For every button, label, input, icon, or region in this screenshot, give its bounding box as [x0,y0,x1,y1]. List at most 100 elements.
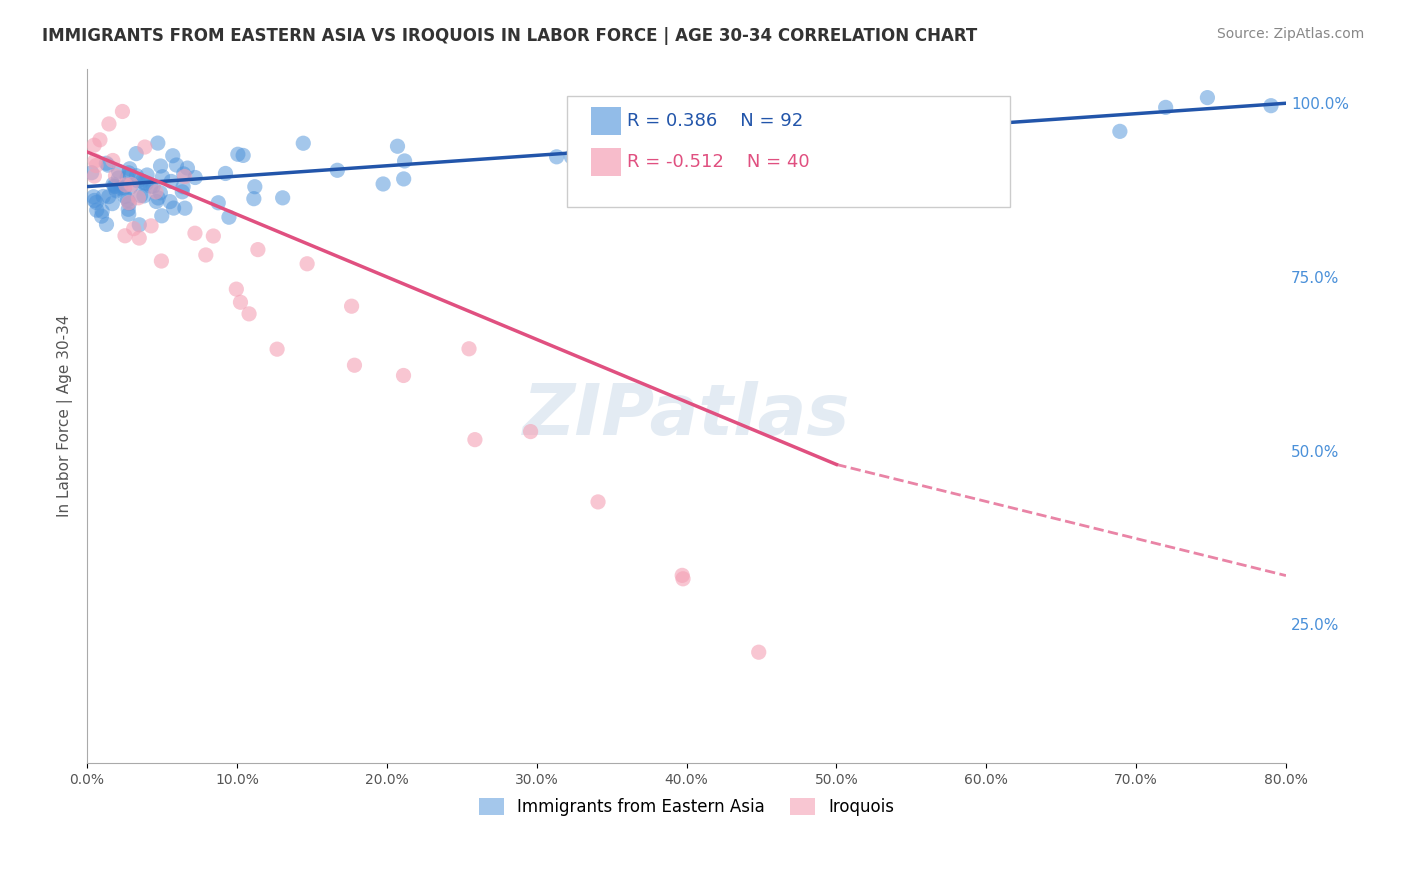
blue [243,192,266,206]
pink [122,221,145,235]
blue [132,189,155,203]
blue [83,190,105,204]
pink [89,133,111,147]
blue [644,148,666,162]
pink [340,299,363,313]
pink [672,572,695,586]
pink [120,178,142,192]
blue [176,161,198,175]
blue [884,150,907,164]
pink [266,342,288,356]
blue [91,204,114,219]
blue [600,120,623,135]
blue [148,191,170,205]
blue [117,202,139,217]
pink [343,358,366,372]
blue [112,181,135,195]
blue [118,207,141,221]
pink [225,282,247,296]
blue [162,201,184,215]
blue [174,201,197,215]
blue [86,203,108,218]
blue [127,174,149,188]
blue [207,195,229,210]
blue [104,179,127,194]
pink [139,219,162,233]
blue [128,218,150,232]
blue [560,150,582,164]
blue [1197,90,1219,104]
blue [107,171,129,186]
blue [125,169,148,183]
blue [101,177,124,191]
pink [127,191,149,205]
blue [125,146,148,161]
blue [394,153,416,168]
blue [810,121,832,136]
pink [128,231,150,245]
blue [105,184,128,198]
blue [173,167,195,181]
pink [104,169,127,183]
blue [129,188,152,202]
blue [984,151,1007,165]
blue [1108,124,1130,138]
blue [91,189,114,203]
blue [120,180,142,194]
blue [118,196,141,211]
pink [114,178,136,192]
pink [748,645,770,659]
blue [96,218,118,232]
pink [84,159,107,173]
blue [214,166,236,180]
blue [97,189,120,203]
pink [101,153,124,168]
blue [326,163,349,178]
pink [83,169,105,183]
Text: Source: ZipAtlas.com: Source: ZipAtlas.com [1216,27,1364,41]
pink [586,495,609,509]
blue [114,189,136,203]
blue [107,164,129,178]
blue [104,182,127,196]
pink [229,295,252,310]
blue [146,136,169,150]
pink [150,254,173,268]
pink [118,195,141,210]
blue [292,136,315,151]
pink [84,153,107,168]
blue [546,150,568,164]
blue [165,158,187,172]
blue [132,176,155,190]
blue [172,179,194,194]
pink [295,257,318,271]
blue [103,178,125,193]
pink [464,433,486,447]
blue [226,147,249,161]
blue [965,137,987,152]
pink [184,226,207,240]
blue [84,195,107,210]
pink [519,425,541,439]
Bar [591,148,620,177]
blue [150,209,173,223]
blue [1154,100,1177,114]
blue [634,132,657,146]
blue [101,196,124,211]
pink [114,228,136,243]
pink [97,117,120,131]
pink [194,248,217,262]
blue [162,149,184,163]
pink [246,243,269,257]
blue [117,166,139,180]
blue [160,174,183,188]
pink [134,140,156,154]
pink [202,229,225,244]
blue [118,161,141,176]
blue [139,179,162,194]
pink [83,138,105,153]
FancyBboxPatch shape [567,96,1011,208]
blue [387,139,409,153]
blue [136,168,159,182]
blue [184,170,207,185]
